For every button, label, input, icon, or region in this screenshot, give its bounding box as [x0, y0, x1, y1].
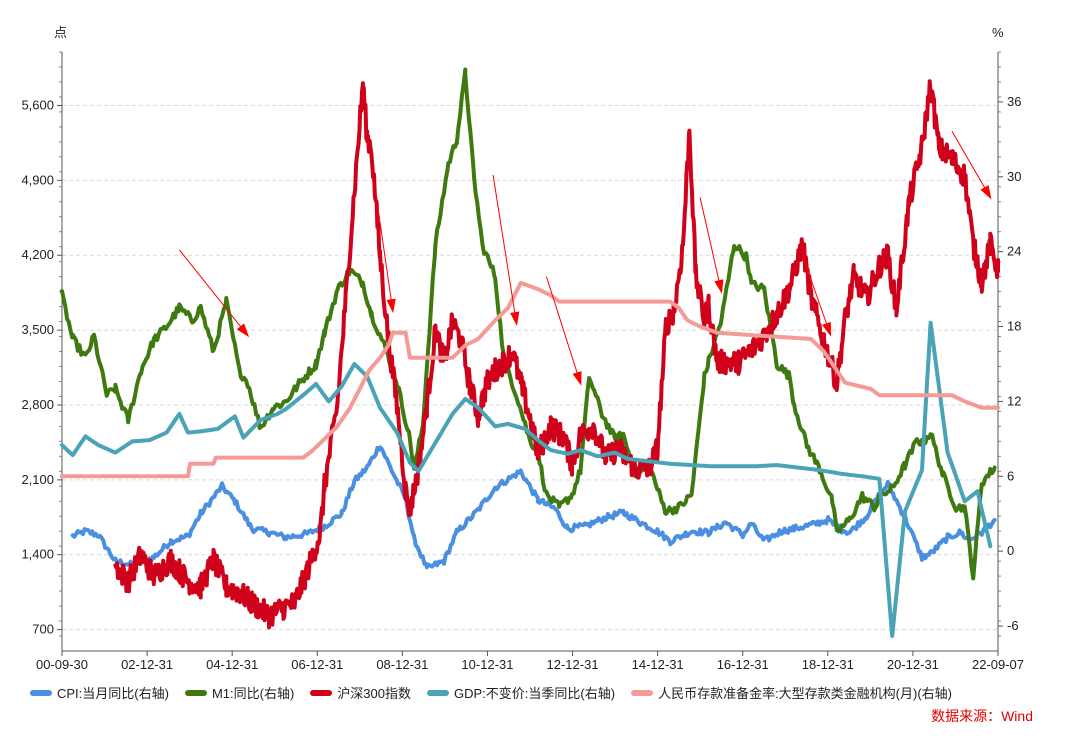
gridlines	[62, 104, 998, 631]
left-tick-label: 1,400	[21, 547, 54, 562]
x-tick-label: 12-12-31	[547, 657, 599, 672]
legend-swatch-cpi	[30, 689, 52, 696]
x-tick-label: 10-12-31	[461, 657, 513, 672]
right-tick-label: 18	[1007, 319, 1021, 334]
legend-item-m1[interactable]: M1:同比(右轴)	[184, 683, 295, 702]
series-line-3	[60, 320, 993, 638]
right-tick-label: 30	[1007, 169, 1021, 184]
trend-arrow	[492, 174, 520, 326]
series-lines	[60, 67, 1000, 638]
trend-arrow	[699, 197, 724, 294]
legend-swatch-gdp	[427, 689, 449, 696]
legend-label-cpi: CPI:当月同比(右轴)	[57, 686, 169, 701]
left-tick-label: 4,900	[21, 172, 54, 187]
trend-arrow	[802, 255, 832, 337]
right-tick-label: -6	[1007, 618, 1019, 633]
right-tick-label: 6	[1007, 468, 1014, 483]
left-tick-label: 2,100	[21, 472, 54, 487]
left-tick-label: 5,600	[21, 97, 54, 112]
x-tick-label: 22-09-07	[972, 657, 1024, 672]
legend-item-rrr[interactable]: 人民币存款准备金率:大型存款类金融机构(月)(右轴)	[631, 683, 952, 702]
legend: CPI:当月同比(右轴) M1:同比(右轴) 沪深300指数 GDP:不变价:当…	[30, 683, 1060, 702]
series-line-1	[60, 67, 997, 581]
left-tick-label: 4,200	[21, 247, 54, 262]
series-line-4	[60, 280, 1000, 479]
legend-item-cpi[interactable]: CPI:当月同比(右轴)	[30, 683, 169, 702]
legend-label-m1: M1:同比(右轴)	[211, 686, 295, 701]
x-tick-label: 06-12-31	[291, 657, 343, 672]
legend-label-csi300: 沪深300指数	[337, 686, 411, 701]
left-tick-label: 2,800	[21, 397, 54, 412]
right-tick-label: 12	[1007, 393, 1021, 408]
right-tick-label: 36	[1007, 94, 1021, 109]
trend-arrow	[178, 249, 250, 338]
legend-swatch-csi300	[310, 689, 333, 696]
x-tick-label: 16-12-31	[717, 657, 769, 672]
right-tick-label: 24	[1007, 244, 1021, 259]
right-tick-label: 0	[1007, 543, 1014, 558]
trend-arrow	[951, 130, 992, 200]
axes: 700 1,400 2,100 2,800 3,500 4,200 4,900 5,600 -6…	[21, 51, 1024, 672]
legend-label-gdp: GDP:不变价:当季同比(右轴)	[454, 686, 616, 701]
x-tick-label: 18-12-31	[802, 657, 854, 672]
legend-item-csi300[interactable]: 沪深300指数	[310, 683, 411, 702]
trend-arrows	[178, 130, 992, 386]
x-tick-label: 02-12-31	[121, 657, 173, 672]
legend-swatch-rrr	[631, 689, 654, 696]
trend-arrow	[377, 207, 396, 314]
x-tick-label: 04-12-31	[206, 657, 258, 672]
x-tick-label: 00-09-30	[36, 657, 88, 672]
left-tick-label: 3,500	[21, 322, 54, 337]
right-axis-unit: %	[992, 25, 1004, 40]
x-tick-label: 08-12-31	[376, 657, 428, 672]
legend-swatch-m1	[184, 689, 207, 696]
left-axis-unit: 点	[54, 25, 67, 40]
legend-label-rrr: 人民币存款准备金率:大型存款类金融机构(月)(右轴)	[658, 686, 952, 701]
trend-arrow	[545, 276, 582, 386]
x-tick-label: 20-12-31	[887, 657, 939, 672]
left-tick-label: 700	[32, 622, 54, 637]
x-tick-label: 14-12-31	[632, 657, 684, 672]
data-source: 数据来源：Wind	[931, 708, 1033, 724]
series-line-2	[113, 79, 1000, 630]
legend-item-gdp[interactable]: GDP:不变价:当季同比(右轴)	[427, 683, 615, 702]
